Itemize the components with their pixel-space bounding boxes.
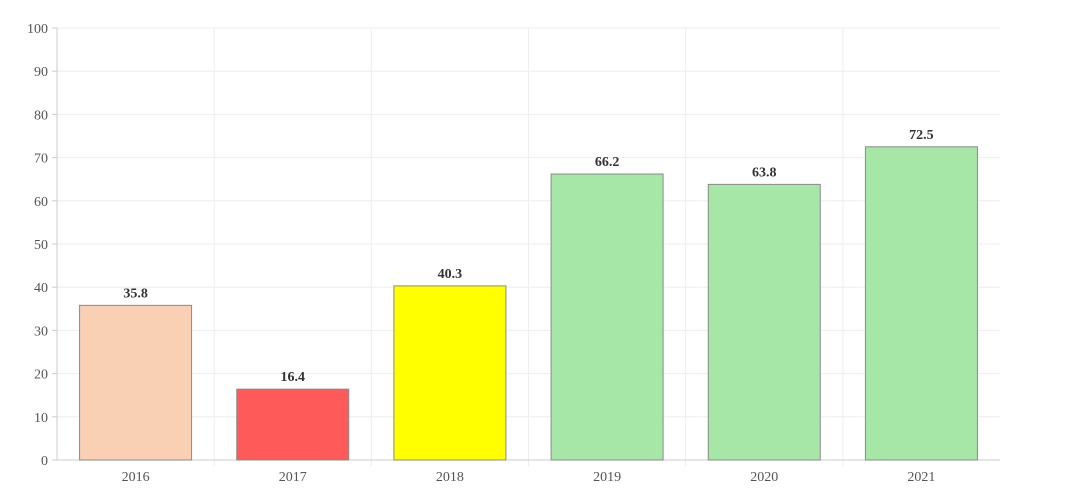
data-label-2016: 35.8 — [123, 286, 148, 301]
data-label-2020: 63.8 — [752, 165, 777, 180]
y-tick-label: 70 — [34, 152, 48, 167]
bars — [79, 146, 978, 461]
grid-lines — [57, 27, 1000, 466]
data-label-2019: 66.2 — [595, 155, 620, 170]
x-tick-label-2021: 2021 — [907, 470, 935, 485]
x-tick-labels: 2016 2017 2018 2019 2020 2021 — [122, 470, 936, 485]
bar-2017 — [236, 388, 350, 461]
x-tick-label-2017: 2017 — [279, 470, 307, 485]
bar-2021 — [864, 146, 978, 461]
bar-2019 — [550, 173, 664, 461]
y-tick-label: 10 — [34, 411, 48, 426]
y-tick-label: 90 — [34, 65, 48, 80]
y-tick-label: 80 — [34, 108, 48, 123]
data-label-2017: 16.4 — [281, 370, 306, 385]
y-tick-label: 60 — [34, 195, 48, 210]
y-tick-label: 40 — [34, 281, 48, 296]
bar-2018 — [393, 285, 507, 461]
x-tick-label-2020: 2020 — [750, 470, 778, 485]
x-tick-label-2016: 2016 — [122, 470, 150, 485]
y-tick-label: 30 — [34, 324, 48, 339]
bar-2016 — [79, 304, 193, 461]
y-tick-label: 20 — [34, 368, 48, 383]
data-label-2021: 72.5 — [909, 128, 934, 143]
y-tick-label: 50 — [34, 238, 48, 253]
bar-2020 — [707, 183, 821, 461]
x-tick-label-2019: 2019 — [593, 470, 621, 485]
y-tick-labels: 0 10 20 30 40 50 60 70 80 90 100 — [27, 22, 57, 469]
data-label-2018: 40.3 — [438, 267, 463, 282]
data-labels: 35.8 16.4 40.3 66.2 63.8 72.5 — [123, 128, 933, 385]
y-tick-label: 0 — [41, 454, 48, 469]
x-tick-label-2018: 2018 — [436, 470, 464, 485]
y-tick-label: 100 — [27, 22, 48, 37]
